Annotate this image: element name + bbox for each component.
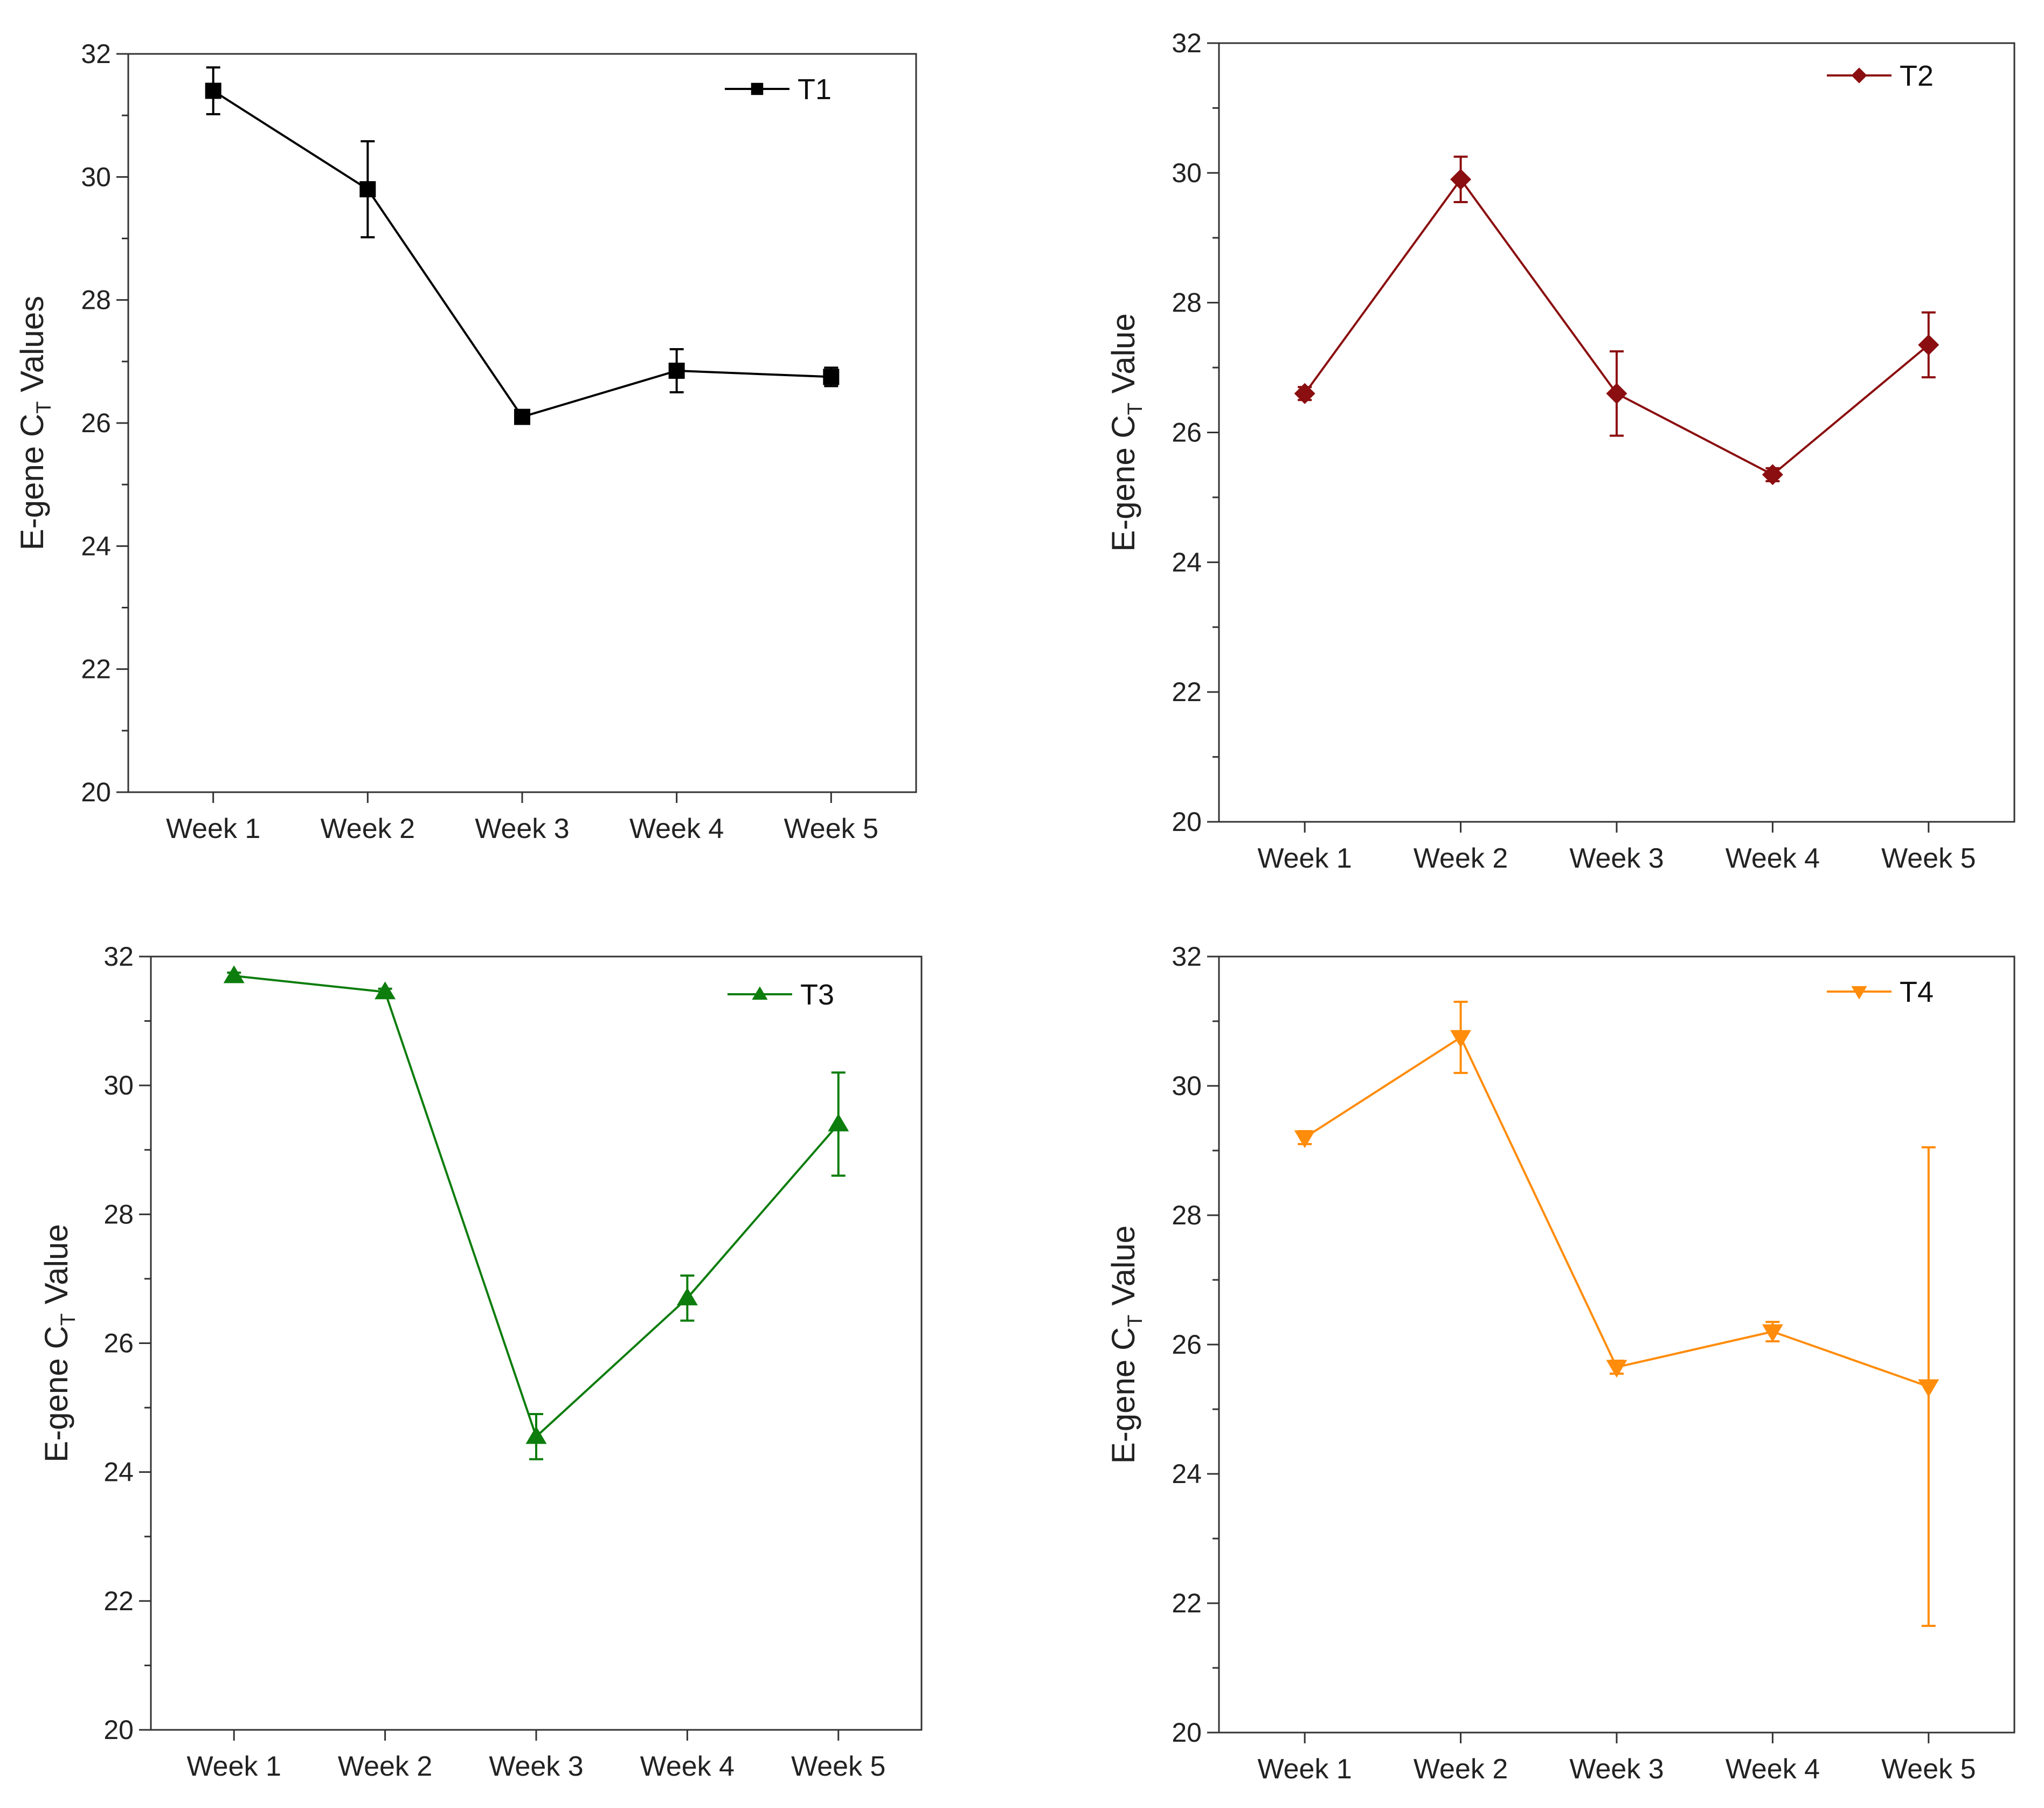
data-point [828, 1113, 849, 1132]
series-line-T3 [234, 974, 840, 1439]
x-tick-label: Week 1 [1257, 1754, 1352, 1785]
y-tick-label: 28 [103, 1199, 134, 1229]
y-tick-label: 24 [1172, 547, 1202, 577]
x-tick-label: Week 4 [1726, 843, 1820, 874]
legend-marker [1851, 986, 1867, 1000]
legend-label: T2 [1900, 60, 1934, 92]
y-tick-label: 26 [103, 1328, 134, 1359]
data-point [676, 1287, 698, 1306]
plot-frame [150, 955, 923, 1731]
y-tick-label: 22 [103, 1586, 134, 1616]
data-point [1918, 334, 1939, 356]
x-tick-label: Week 5 [1881, 843, 1976, 874]
legend-label: T3 [800, 979, 834, 1011]
data-point [668, 362, 685, 379]
y-tick-label: 32 [81, 39, 111, 69]
x-tick-label: Week 3 [1569, 1754, 1664, 1785]
x-tick-label: Week 4 [629, 813, 724, 844]
series-line-T4 [1304, 1036, 1929, 1388]
y-tick-label: 24 [103, 1457, 134, 1487]
data-point [359, 181, 376, 198]
chart-panel-3: 20 22 24 26 28 30 32 Week 1 Week 2 Week 3 Week 4 We… [38, 941, 923, 1782]
data-point [1606, 383, 1627, 404]
x-tick-label: Week 1 [187, 1751, 281, 1782]
x-tick-label: Week 3 [475, 813, 569, 844]
data-point [1294, 383, 1315, 404]
chart-panel-1: 20 22 24 26 28 30 32 Week 1 Week 2 Week 3 Week 4 We… [14, 39, 917, 844]
chart-panel-2: 20 22 24 26 28 30 32 Week 1 Week 2 Week 3 Week 4 We… [1105, 28, 2015, 874]
x-tick-label: Week 4 [1726, 1754, 1820, 1785]
y-tick-label: 28 [1172, 1200, 1202, 1230]
y-tick-label: 26 [81, 408, 111, 438]
x-tick-label: Week 5 [784, 813, 878, 844]
y-tick-label: 24 [81, 531, 111, 561]
y-tick-label: 22 [1172, 1588, 1202, 1618]
y-axis-title: E-gene CT Value [1105, 1225, 1147, 1464]
data-point [1450, 1030, 1472, 1048]
y-tick-label: 20 [81, 777, 111, 807]
x-tick-label: Week 2 [321, 813, 415, 844]
data-point [375, 981, 396, 1000]
x-tick-label: Week 2 [1414, 1754, 1508, 1785]
y-tick-label: 20 [103, 1715, 134, 1745]
data-point [223, 965, 245, 983]
y-tick-label: 32 [1172, 28, 1202, 58]
x-tick-label: Week 4 [640, 1751, 735, 1782]
plot-frame [1218, 955, 2015, 1734]
legend-marker [751, 82, 764, 95]
y-axis-title: E-gene CT Values [14, 296, 56, 550]
data-point [1450, 169, 1472, 190]
chart-panel-4: 20 22 24 26 28 30 32 Week 1 Week 2 Week 3 Week 4 We… [1105, 941, 2015, 1785]
y-axis-title: E-gene CT Value [1105, 313, 1147, 551]
data-point [1762, 464, 1783, 486]
x-tick-label: Week 1 [166, 813, 260, 844]
y-axis-title: E-gene CT Value [38, 1224, 80, 1462]
x-tick-label: Week 5 [791, 1751, 885, 1782]
y-tick-label: 28 [1172, 288, 1202, 318]
y-tick-label: 22 [81, 654, 111, 684]
y-tick-label: 20 [1172, 1717, 1202, 1748]
legend-label: T1 [798, 73, 832, 106]
y-tick-label: 24 [1172, 1459, 1202, 1489]
y-tick-label: 30 [81, 162, 111, 192]
series-line-T1 [212, 89, 832, 418]
legend-marker [1851, 67, 1867, 84]
x-tick-label: Week 2 [1414, 843, 1508, 874]
data-point [205, 82, 221, 99]
data-point [1606, 1360, 1627, 1378]
y-tick-label: 20 [1172, 807, 1202, 837]
y-tick-label: 30 [1172, 158, 1202, 188]
y-tick-label: 26 [1172, 418, 1202, 448]
data-point [525, 1426, 547, 1444]
y-tick-label: 26 [1172, 1329, 1202, 1360]
x-tick-label: Week 3 [489, 1751, 583, 1782]
data-point [823, 369, 840, 385]
y-tick-label: 28 [81, 285, 111, 315]
y-tick-label: 32 [103, 941, 134, 972]
data-point [514, 408, 530, 425]
x-tick-label: Week 1 [1257, 843, 1352, 874]
x-tick-label: Week 2 [338, 1751, 432, 1782]
data-point [1294, 1130, 1315, 1148]
y-tick-label: 30 [103, 1070, 134, 1100]
y-tick-label: 30 [1172, 1071, 1202, 1101]
x-tick-label: Week 3 [1569, 843, 1664, 874]
x-tick-label: Week 5 [1881, 1754, 1976, 1785]
legend-marker [752, 986, 768, 1000]
legend-label: T4 [1900, 976, 1934, 1008]
data-point [1918, 1379, 1939, 1397]
y-tick-label: 32 [1172, 941, 1202, 972]
y-tick-label: 22 [1172, 677, 1202, 707]
data-point [1762, 1324, 1783, 1342]
